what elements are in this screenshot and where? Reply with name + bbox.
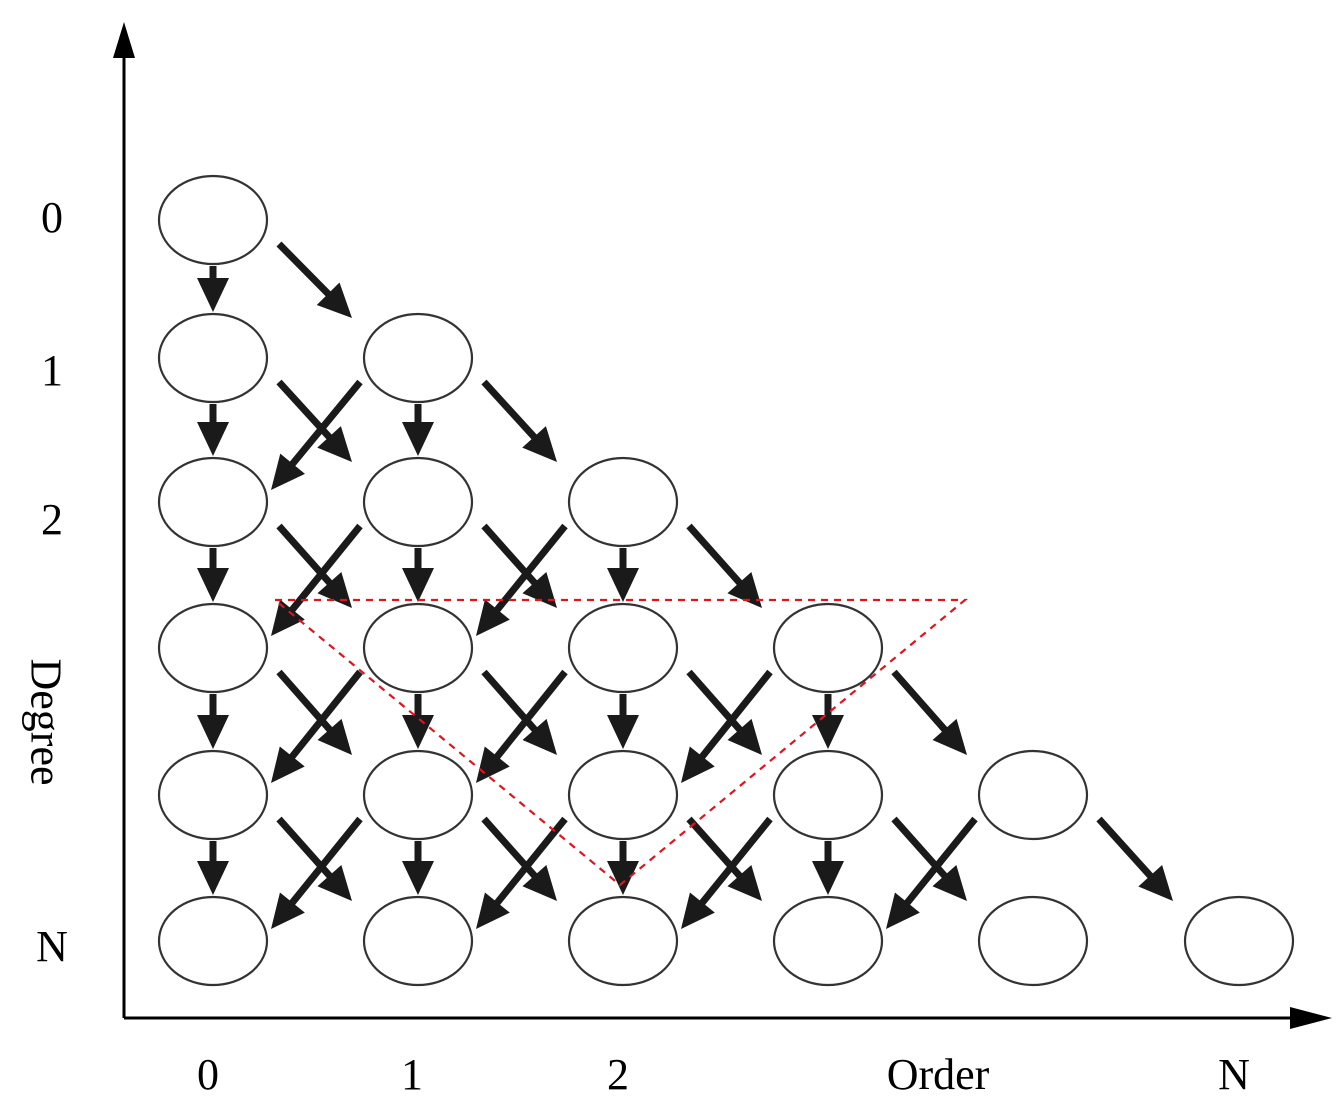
arrow-down-r3-c1 <box>402 694 434 749</box>
arrow-diag-left-r1-c1 <box>271 379 363 490</box>
arrow-down-r2-c0 <box>197 548 229 602</box>
nodes <box>157 174 1295 987</box>
arrow-diag-left-r2-c2 <box>476 523 568 636</box>
arrow-down-r4-c0 <box>197 841 229 895</box>
arrow-down-r3-c0 <box>197 694 229 749</box>
node-r4-c3 <box>772 749 884 841</box>
node-r5-c5 <box>1183 895 1295 987</box>
arrow-diag-left-r3-c3 <box>681 669 773 783</box>
x-axis-arrowhead <box>1290 1007 1332 1029</box>
y-axis-arrowhead <box>113 22 135 58</box>
node-r3-c2 <box>567 602 679 694</box>
node-r2-c2 <box>567 456 679 548</box>
arrow-down-r4-c2 <box>607 841 639 895</box>
arrow-diag-right-r4-c1 <box>481 816 557 901</box>
arrow-diag-right-r2-c1 <box>481 523 557 608</box>
arrows <box>197 241 1173 929</box>
arrow-down-r1-c1 <box>402 404 434 456</box>
x-tick-label-n: N <box>1218 1050 1250 1099</box>
arrow-diag-left-r4-c2 <box>476 816 568 929</box>
arrow-diag-left-r4-c4 <box>886 816 978 929</box>
arrow-diag-right-r3-c3 <box>891 669 967 755</box>
y-axis-title: Degree <box>21 658 71 786</box>
arrow-down-r3-c2 <box>607 694 639 749</box>
node-r5-c1 <box>362 895 474 987</box>
x-tick-label-1: 1 <box>401 1050 423 1099</box>
arrow-diag-right-r3-c1 <box>481 669 557 755</box>
node-r1-c1 <box>362 312 474 404</box>
node-r5-c4 <box>977 895 1089 987</box>
arrow-diag-right-r2-c0 <box>276 523 352 608</box>
arrow-diag-right-r2-c2 <box>686 523 762 608</box>
arrow-diag-right-r4-c3 <box>891 816 967 901</box>
arrow-diag-right-r4-c4 <box>1096 816 1173 901</box>
node-r4-c2 <box>567 749 679 841</box>
arrow-diag-left-r4-c3 <box>681 816 773 929</box>
arrow-diag-left-r3-c2 <box>476 669 568 783</box>
highlight-triangle <box>271 598 969 887</box>
node-r0-c0 <box>157 174 269 266</box>
node-r2-c0 <box>157 456 269 548</box>
y-tick-label-2: 2 <box>41 495 63 544</box>
arrow-diag-left-r4-c1 <box>271 816 363 929</box>
node-r3-c0 <box>157 602 269 694</box>
arrow-diag-left-r2-c1 <box>271 523 363 636</box>
arrow-down-r2-c1 <box>402 548 434 602</box>
x-tick-label-2: 2 <box>607 1050 629 1099</box>
node-r4-c0 <box>157 749 269 841</box>
arrow-diag-right-r4-c2 <box>686 816 762 901</box>
arrow-diag-right-r1-c1 <box>481 379 557 462</box>
arrow-down-r2-c2 <box>607 548 639 602</box>
arrow-down-r4-c1 <box>402 841 434 895</box>
y-tick-label-n: N <box>36 922 68 971</box>
arrow-diag-left-r3-c1 <box>271 669 363 783</box>
node-r3-c3 <box>772 602 884 694</box>
node-r2-c1 <box>362 456 474 548</box>
y-tick-label-0: 0 <box>41 193 63 242</box>
arrow-diag-right-r3-c0 <box>276 669 352 755</box>
node-r5-c3 <box>772 895 884 987</box>
arrow-diag-right-r1-c0 <box>276 379 352 462</box>
arrow-diag-right-r3-c2 <box>686 669 762 755</box>
arrow-diag-right-r4-c0 <box>276 816 352 901</box>
x-tick-label-0: 0 <box>197 1050 219 1099</box>
arrow-down-r1-c0 <box>197 404 229 456</box>
axes <box>113 22 1332 1029</box>
node-r5-c2 <box>567 895 679 987</box>
arrow-down-r0-c0 <box>197 266 229 312</box>
node-r4-c1 <box>362 749 474 841</box>
node-r4-c4 <box>977 749 1089 841</box>
y-tick-label-1: 1 <box>41 346 63 395</box>
node-r3-c1 <box>362 602 474 694</box>
node-r5-c0 <box>157 895 269 987</box>
x-axis-title: Order <box>886 1050 990 1099</box>
arrow-diag-right-r0-c0 <box>276 241 352 318</box>
arrow-down-r4-c3 <box>812 841 844 895</box>
arrow-down-r3-c3 <box>812 694 844 749</box>
node-r1-c0 <box>157 312 269 404</box>
